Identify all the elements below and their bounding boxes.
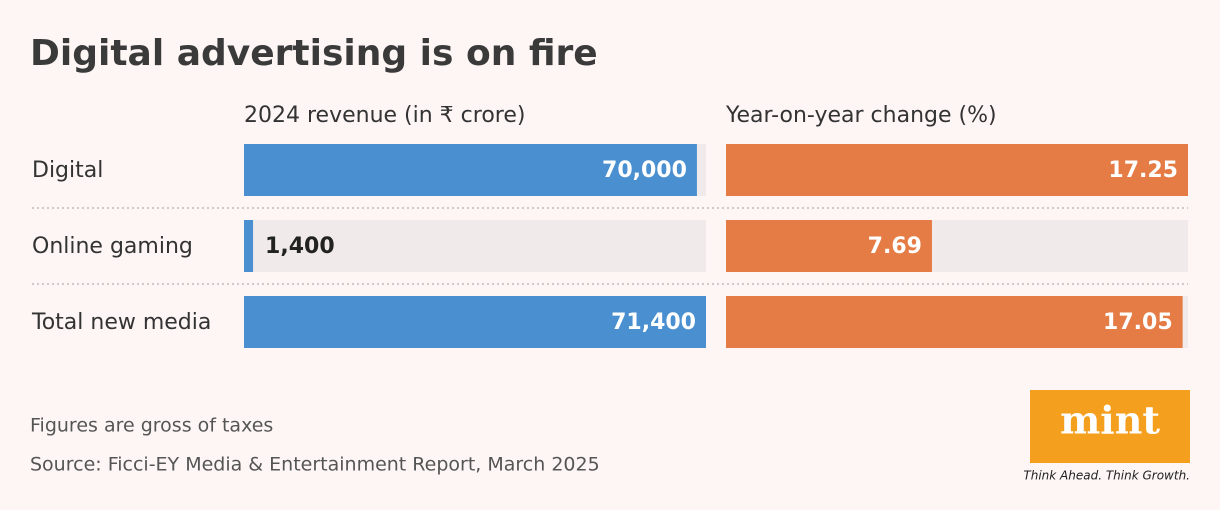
bar xyxy=(726,296,1183,348)
value-label: 71,400 xyxy=(611,310,696,335)
value-label: 1,400 xyxy=(265,234,335,259)
series-header: 2024 revenue (in ₹ crore) xyxy=(244,103,525,128)
logo-box xyxy=(1030,390,1190,463)
value-label: 17.05 xyxy=(1103,310,1173,335)
bar xyxy=(244,144,697,196)
source: Source: Ficci-EY Media & Entertainment R… xyxy=(30,454,600,476)
chart-title: Digital advertising is on fire xyxy=(30,33,598,74)
bar xyxy=(726,144,1188,196)
value-label: 17.25 xyxy=(1108,158,1178,183)
logo-tagline: Think Ahead. Think Growth. xyxy=(1023,469,1190,483)
value-label: 70,000 xyxy=(602,158,687,183)
bar xyxy=(244,296,706,348)
category-label: Online gaming xyxy=(32,234,193,259)
category-label: Digital xyxy=(32,158,103,183)
logo: mint xyxy=(1060,398,1160,443)
note: Figures are gross of taxes xyxy=(30,415,273,437)
category-label: Total new media xyxy=(31,310,211,335)
bar xyxy=(244,220,254,272)
track xyxy=(244,220,706,272)
value-label: 7.69 xyxy=(868,234,922,259)
series-header: Year-on-year change (%) xyxy=(725,103,997,128)
bar xyxy=(726,220,932,272)
